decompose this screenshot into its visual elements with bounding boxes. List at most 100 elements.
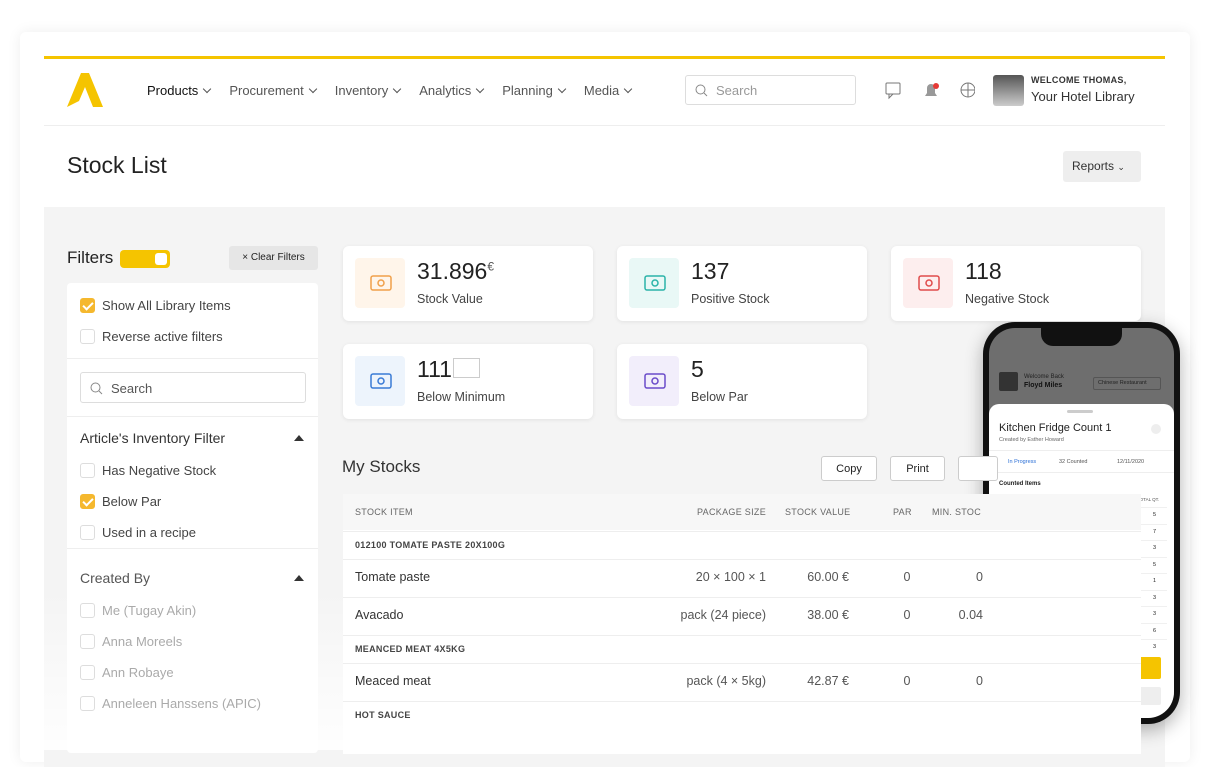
clear-filters[interactable]: × Clear Filters — [229, 246, 318, 270]
row-divider — [343, 701, 1141, 702]
filter-search[interactable]: Search — [80, 372, 306, 403]
nav-item[interactable]: Planning — [502, 83, 565, 98]
filter-option[interactable]: Ann Robaye — [80, 664, 174, 682]
search-icon — [695, 84, 708, 97]
divider — [44, 125, 1165, 126]
group-label: HOT SAUCE — [355, 710, 411, 720]
option-label: Anna Moreels — [102, 634, 183, 649]
action-button[interactable]: Copy — [821, 456, 877, 481]
action-button[interactable]: Print — [890, 456, 945, 481]
date: 12/11/2020 — [1117, 459, 1145, 465]
cell: 0 — [903, 674, 911, 688]
checkbox[interactable] — [80, 665, 95, 680]
checkbox[interactable] — [80, 634, 95, 649]
row-divider — [343, 597, 1141, 598]
reports-label: Reports — [1072, 159, 1115, 173]
count-title: Kitchen Fridge Count 1 — [999, 422, 1112, 434]
cell: 42.87 € — [807, 674, 849, 688]
filter-option[interactable]: Show All Library Items — [80, 297, 231, 315]
notch — [1041, 328, 1122, 346]
cell: 0 — [976, 674, 983, 688]
table-header — [343, 494, 1141, 530]
cell: pack (24 piece) — [680, 608, 766, 622]
checkbox[interactable] — [80, 494, 95, 509]
item-total: 7 — [1153, 528, 1157, 535]
reports-button[interactable]: Reports ⌄ — [1063, 151, 1141, 182]
stock-table: STOCK ITEM PACKAGE SIZE STOCK VALUE PAR MIN.… — [343, 494, 1141, 754]
filter-button[interactable] — [453, 358, 480, 378]
option-label: Anneleen Hanssens (APIC) — [102, 696, 261, 711]
collapse-arrow[interactable] — [294, 435, 304, 441]
column-header: TOTAL QT. — [1137, 497, 1160, 502]
cell: 60.00 € — [807, 570, 849, 584]
main-nav: Products Procurement Inventory Analytics Pla… — [147, 83, 631, 98]
stat-value: 111 — [417, 356, 452, 382]
action-label: Copy — [836, 462, 862, 475]
checkbox[interactable] — [80, 696, 95, 711]
status: In Progress — [1008, 459, 1037, 465]
filter-option[interactable]: Me (Tugay Akin) — [80, 602, 196, 620]
filter-option[interactable]: Below Par — [80, 493, 161, 511]
filter-option[interactable]: Anneleen Hanssens (APIC) — [80, 695, 261, 713]
filter-option[interactable]: Reverse active filters — [80, 328, 223, 346]
checkbox[interactable] — [80, 298, 95, 313]
stat-card[interactable]: 31.896€ Stock Value — [343, 246, 593, 321]
stat-label: Stock Value — [417, 292, 483, 306]
filter-option[interactable]: Used in a recipe — [80, 524, 196, 542]
nav-item[interactable]: Inventory — [335, 83, 400, 98]
cell: 20 × 100 × 1 — [695, 570, 766, 584]
filter-option[interactable]: Anna Moreels — [80, 633, 182, 651]
cell: Avacado — [355, 608, 404, 622]
stat-card[interactable]: 137 Positive Stock — [617, 246, 867, 321]
collapse-arrow[interactable] — [294, 575, 304, 581]
option-label: Ann Robaye — [102, 665, 174, 680]
stat-icon — [629, 356, 679, 406]
option-label: Has Negative Stock — [102, 463, 217, 478]
item-total: 1 — [1153, 578, 1157, 584]
stat-icon — [629, 258, 679, 308]
item-total: 3 — [1153, 644, 1157, 650]
stat-card[interactable]: 118 Negative Stock — [891, 246, 1141, 321]
nav-item[interactable]: Products — [147, 83, 210, 98]
checkbox[interactable] — [80, 329, 95, 344]
divider — [67, 416, 318, 417]
stat-card[interactable]: 5 Below Par — [617, 344, 867, 419]
column-header: MIN. STOC — [932, 507, 982, 517]
item-total: 3 — [1153, 594, 1157, 601]
checkbox[interactable] — [80, 463, 95, 478]
item-total: 3 — [1153, 545, 1157, 551]
stat-unit: € — [487, 259, 495, 274]
cell: Meaced meat — [355, 674, 431, 688]
created-by: Created by Esther Howard — [999, 437, 1064, 443]
filters-toggle[interactable] — [120, 250, 170, 268]
stat-value: 118 — [965, 258, 1002, 284]
stat-icon — [355, 258, 405, 308]
cell: 0.04 — [958, 608, 983, 622]
page: Products Procurement Inventory Analytics Pla… — [0, 0, 1210, 750]
filter-option[interactable]: Has Negative Stock — [80, 462, 216, 480]
header-icons[interactable] — [885, 82, 975, 100]
nav-item[interactable]: Procurement — [229, 83, 315, 98]
logo[interactable] — [67, 73, 103, 107]
divider — [67, 548, 318, 549]
restaurant-select[interactable]: Chinese Restaurant — [1093, 377, 1161, 390]
checkbox[interactable] — [80, 603, 95, 618]
stat-label: Negative Stock — [965, 292, 1050, 306]
top-bar — [44, 56, 1165, 59]
option-label: Reverse active filters — [102, 329, 223, 344]
search-box[interactable]: Search — [685, 75, 856, 105]
cell: pack (4 × 5kg) — [686, 674, 766, 688]
nav-item[interactable]: Analytics — [419, 83, 483, 98]
checkbox[interactable] — [80, 525, 95, 540]
group-title: Article's Inventory Filter — [80, 430, 226, 446]
nav-item[interactable]: Media — [584, 83, 631, 98]
edit-icon[interactable] — [1151, 424, 1161, 434]
search-placeholder: Search — [111, 381, 153, 396]
action-label: Print — [906, 462, 929, 475]
action-button[interactable] — [958, 456, 998, 481]
divider — [989, 450, 1174, 451]
stat-value: 5 — [691, 356, 704, 382]
user-avatar — [999, 372, 1018, 391]
avatar[interactable] — [993, 75, 1024, 106]
stat-card[interactable]: 111 Below Minimum — [343, 344, 593, 419]
